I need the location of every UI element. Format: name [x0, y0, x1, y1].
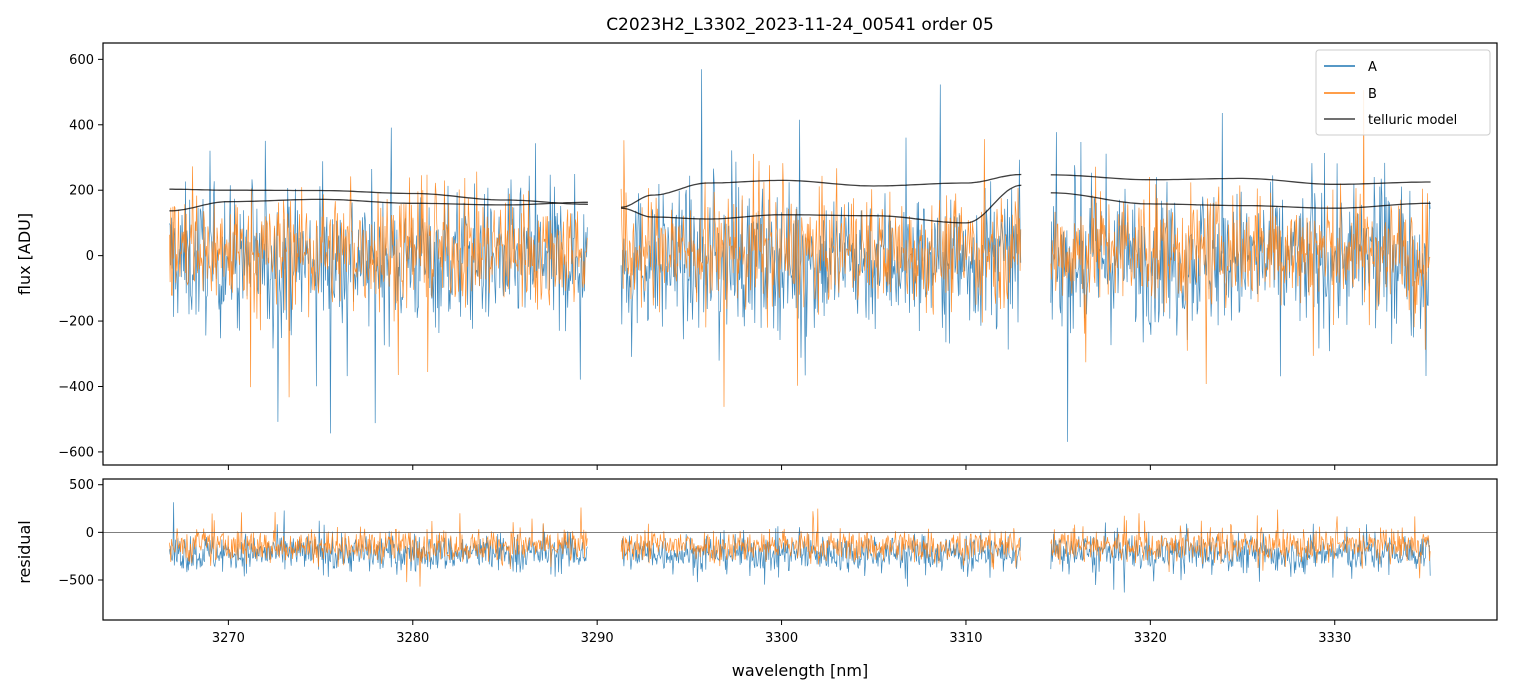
telluric-model-curve-5: [1050, 174, 1431, 185]
y-tick-label: 500: [69, 478, 94, 493]
legend-label-a: A: [1368, 60, 1377, 75]
series-a-segment-2: [620, 526, 1022, 587]
y-tick-label: 0: [86, 526, 94, 541]
telluric-model-curve-3: [621, 173, 1022, 208]
residual-y-axis-label: residual: [15, 520, 34, 583]
residual-panel: −500 0 500 3270 3280 3290 3300 3310 3320 3330 re…: [15, 478, 1498, 680]
x-tick-label: 3270: [212, 631, 245, 646]
flux-y-axis-label: flux [ADU]: [15, 213, 34, 295]
x-tick-label: 3320: [1134, 631, 1167, 646]
y-tick-label: −600: [58, 445, 94, 460]
telluric-model-curve-2: [169, 198, 588, 212]
flux-x-axis: [227, 465, 1336, 470]
series-b-segment-3: [1050, 90, 1431, 385]
series-b-segment-1: [169, 166, 588, 398]
series-a-segment-1: [169, 127, 588, 434]
legend-entry-b: B: [1324, 87, 1377, 102]
x-tick-label: 3290: [581, 631, 614, 646]
legend-label-telluric: telluric model: [1368, 113, 1457, 128]
y-tick-label: 600: [69, 53, 94, 68]
legend: A B telluric model: [1315, 49, 1491, 136]
y-tick-label: 400: [69, 118, 94, 133]
residual-plot-area: [103, 502, 1497, 593]
telluric-model-curve-6: [1050, 192, 1431, 209]
series-b-segment-2: [620, 139, 1022, 407]
residual-y-axis: −500 0 500: [58, 478, 103, 588]
x-tick-label: 3280: [396, 631, 429, 646]
legend-label-b: B: [1368, 87, 1377, 102]
y-tick-label: 200: [69, 184, 94, 199]
residual-x-axis: 3270 3280 3290 3300 3310 3320 3330: [212, 620, 1351, 646]
series-a-segment-1: [169, 502, 588, 577]
figure-title: C2023H2_L3302_2023-11-24_00541 order 05: [606, 15, 994, 35]
series-a-segment-3: [1050, 522, 1431, 593]
legend-entry-a: A: [1324, 60, 1377, 75]
series-b-segment-3: [1050, 509, 1431, 579]
flux-plot-area: [169, 69, 1431, 442]
flux-y-axis: −600 −400 −200 0 200 400 600: [58, 53, 103, 460]
telluric-model-curve-4: [621, 184, 1022, 224]
telluric-model-curve-1: [169, 188, 588, 205]
legend-frame: [1315, 49, 1491, 136]
y-tick-label: −400: [58, 380, 94, 395]
series-b-segment-1: [169, 507, 588, 587]
y-tick-label: 0: [86, 249, 94, 264]
legend-entry-telluric: telluric model: [1324, 113, 1457, 128]
flux-axes-frame: [102, 42, 1498, 466]
residual-axes-frame: [102, 478, 1498, 621]
y-tick-label: −500: [58, 573, 94, 588]
x-axis-label: wavelength [nm]: [732, 661, 869, 680]
y-tick-label: −200: [58, 315, 94, 330]
x-tick-label: 3310: [949, 631, 982, 646]
flux-panel: −600 −400 −200 0 200 400 600 flux [ADU] A B te…: [15, 42, 1498, 470]
x-tick-label: 3330: [1318, 631, 1351, 646]
x-tick-label: 3300: [765, 631, 798, 646]
series-b-segment-2: [620, 508, 1022, 570]
